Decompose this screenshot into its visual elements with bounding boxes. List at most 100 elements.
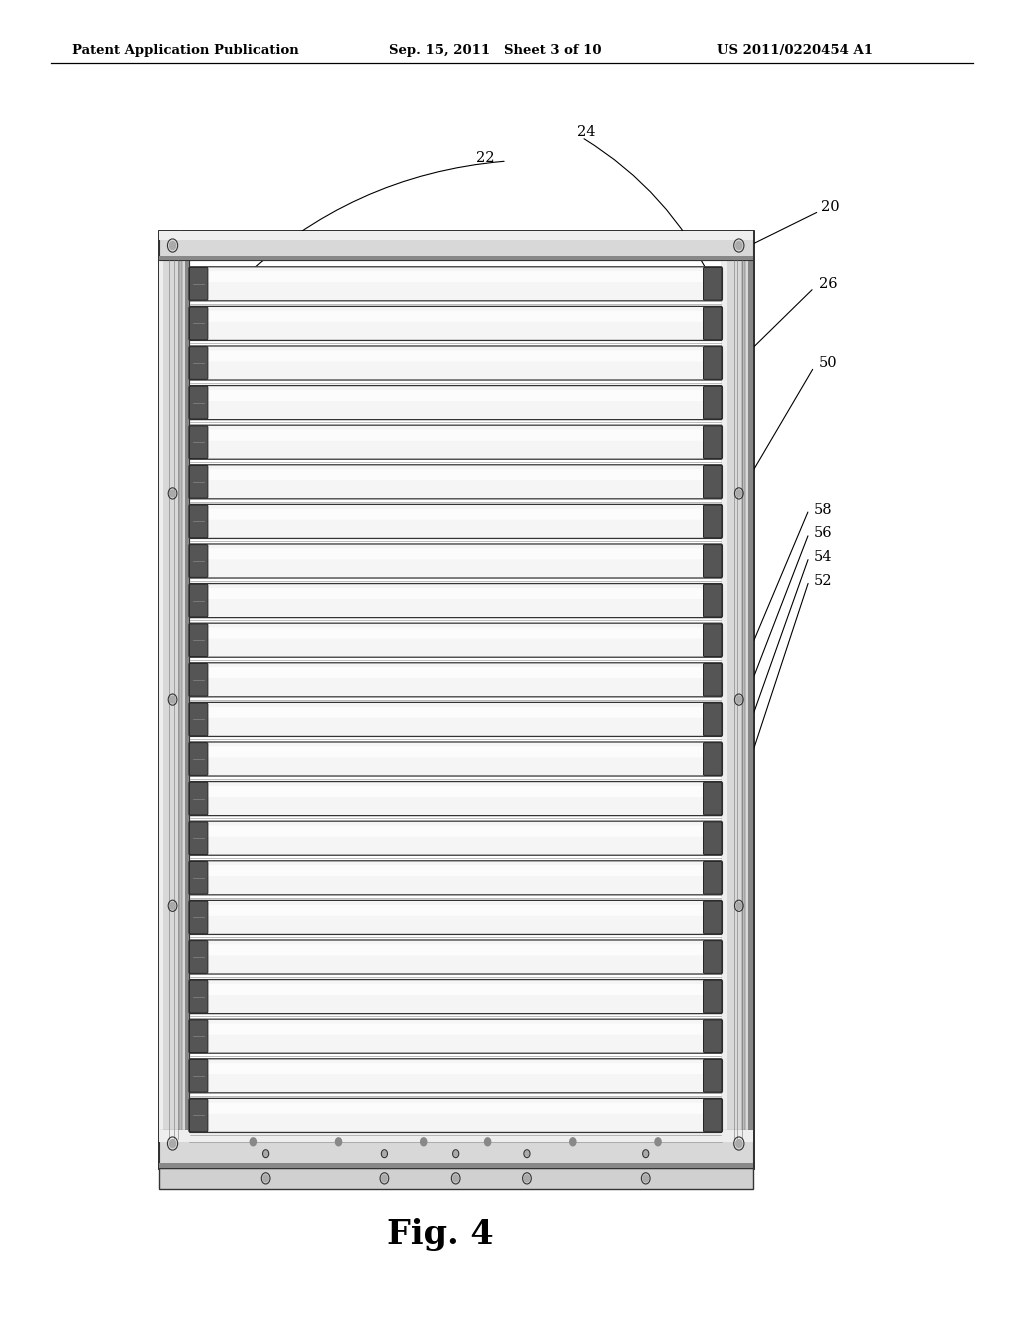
Circle shape	[250, 1138, 256, 1146]
Circle shape	[735, 242, 741, 249]
Circle shape	[736, 490, 741, 496]
FancyBboxPatch shape	[703, 347, 722, 379]
Text: Sep. 15, 2011   Sheet 3 of 10: Sep. 15, 2011 Sheet 3 of 10	[389, 44, 602, 57]
FancyBboxPatch shape	[703, 506, 722, 537]
FancyBboxPatch shape	[206, 706, 706, 718]
Text: 26: 26	[819, 277, 838, 290]
FancyBboxPatch shape	[703, 1060, 722, 1092]
FancyBboxPatch shape	[188, 544, 723, 578]
FancyBboxPatch shape	[703, 585, 722, 616]
FancyBboxPatch shape	[703, 387, 722, 418]
Text: Fig. 4: Fig. 4	[387, 1217, 494, 1251]
FancyBboxPatch shape	[206, 746, 706, 758]
Circle shape	[170, 1139, 176, 1147]
FancyBboxPatch shape	[189, 862, 208, 894]
FancyBboxPatch shape	[206, 587, 706, 599]
FancyBboxPatch shape	[703, 862, 722, 894]
Circle shape	[644, 1151, 647, 1156]
Bar	[159, 1163, 753, 1168]
FancyBboxPatch shape	[703, 704, 722, 735]
Circle shape	[453, 1175, 459, 1181]
Bar	[722, 231, 753, 1168]
FancyBboxPatch shape	[188, 742, 723, 776]
FancyBboxPatch shape	[703, 664, 722, 696]
FancyBboxPatch shape	[188, 940, 723, 974]
FancyBboxPatch shape	[703, 1020, 722, 1052]
FancyBboxPatch shape	[703, 545, 722, 577]
FancyBboxPatch shape	[189, 941, 208, 973]
Circle shape	[524, 1175, 529, 1181]
FancyBboxPatch shape	[206, 1023, 706, 1035]
FancyBboxPatch shape	[188, 900, 723, 935]
Bar	[159, 231, 753, 260]
FancyBboxPatch shape	[188, 663, 723, 697]
FancyBboxPatch shape	[189, 664, 208, 696]
FancyBboxPatch shape	[206, 469, 706, 480]
Circle shape	[736, 903, 741, 909]
Bar	[722, 231, 726, 1168]
FancyBboxPatch shape	[206, 350, 706, 362]
FancyBboxPatch shape	[189, 624, 208, 656]
Bar	[159, 1130, 753, 1168]
FancyBboxPatch shape	[206, 825, 706, 837]
Bar	[159, 231, 189, 1168]
FancyBboxPatch shape	[188, 306, 723, 341]
Text: 54: 54	[814, 550, 833, 564]
Text: 58: 58	[814, 503, 833, 516]
FancyBboxPatch shape	[703, 981, 722, 1012]
Bar	[159, 1130, 753, 1142]
FancyBboxPatch shape	[188, 1059, 723, 1093]
FancyBboxPatch shape	[188, 861, 723, 895]
Bar	[159, 231, 753, 1168]
FancyBboxPatch shape	[206, 429, 706, 441]
FancyBboxPatch shape	[206, 904, 706, 916]
FancyBboxPatch shape	[189, 308, 208, 339]
FancyBboxPatch shape	[188, 267, 723, 301]
FancyBboxPatch shape	[188, 821, 723, 855]
Text: Patent Application Publication: Patent Application Publication	[72, 44, 298, 57]
FancyBboxPatch shape	[206, 389, 706, 401]
FancyBboxPatch shape	[188, 623, 723, 657]
FancyBboxPatch shape	[206, 627, 706, 639]
Circle shape	[735, 1139, 741, 1147]
Text: 56: 56	[814, 527, 833, 540]
FancyBboxPatch shape	[188, 385, 723, 420]
FancyBboxPatch shape	[188, 702, 723, 737]
Circle shape	[264, 1151, 267, 1156]
Bar	[741, 231, 744, 1168]
FancyBboxPatch shape	[189, 902, 208, 933]
FancyBboxPatch shape	[189, 1100, 208, 1131]
FancyBboxPatch shape	[189, 783, 208, 814]
FancyBboxPatch shape	[189, 743, 208, 775]
FancyBboxPatch shape	[206, 865, 706, 876]
Circle shape	[569, 1138, 575, 1146]
FancyBboxPatch shape	[188, 583, 723, 618]
Bar	[159, 256, 753, 260]
FancyBboxPatch shape	[188, 504, 723, 539]
FancyBboxPatch shape	[189, 585, 208, 616]
FancyBboxPatch shape	[703, 308, 722, 339]
Circle shape	[655, 1138, 662, 1146]
Circle shape	[383, 1151, 386, 1156]
FancyBboxPatch shape	[189, 426, 208, 458]
FancyBboxPatch shape	[703, 426, 722, 458]
Circle shape	[336, 1138, 342, 1146]
FancyBboxPatch shape	[188, 1098, 723, 1133]
Bar	[159, 231, 753, 240]
FancyBboxPatch shape	[206, 944, 706, 956]
FancyBboxPatch shape	[189, 1060, 208, 1092]
FancyBboxPatch shape	[703, 902, 722, 933]
FancyBboxPatch shape	[703, 743, 722, 775]
FancyBboxPatch shape	[206, 785, 706, 797]
Circle shape	[421, 1138, 427, 1146]
FancyBboxPatch shape	[189, 466, 208, 498]
Circle shape	[484, 1138, 490, 1146]
Bar	[748, 231, 753, 1168]
FancyBboxPatch shape	[703, 268, 722, 300]
FancyBboxPatch shape	[188, 781, 723, 816]
FancyBboxPatch shape	[206, 508, 706, 520]
Circle shape	[170, 903, 175, 909]
Circle shape	[170, 490, 175, 496]
Circle shape	[170, 696, 175, 704]
Text: 22: 22	[476, 152, 495, 165]
